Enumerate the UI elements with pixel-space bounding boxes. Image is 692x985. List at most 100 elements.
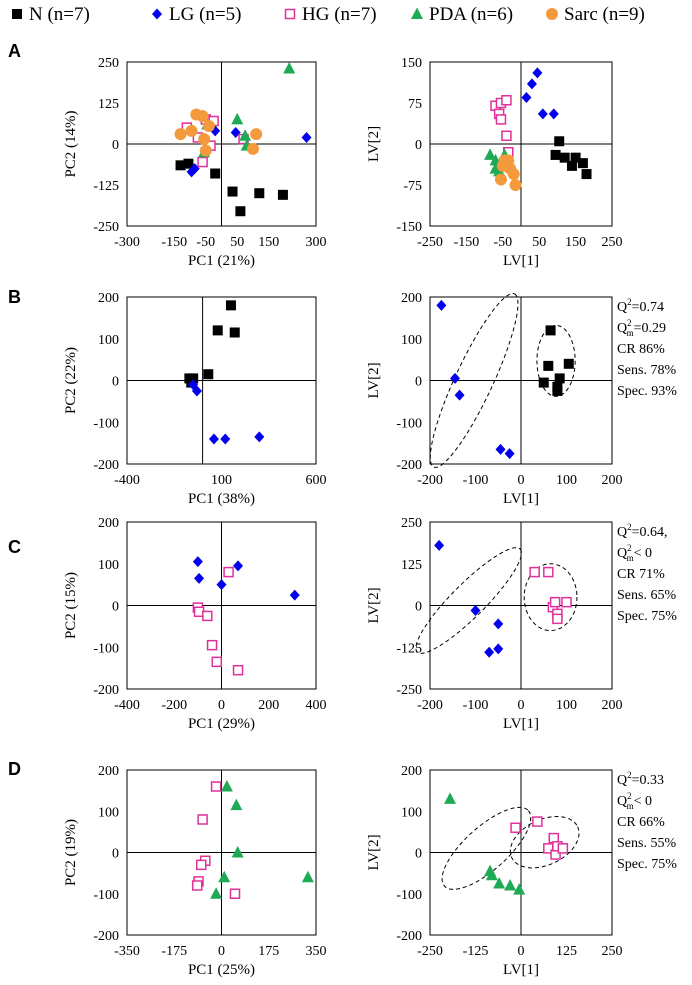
point-n [175,160,186,171]
point-lg [220,433,231,445]
y-tick-label: 200 [98,516,119,531]
y-axis-title: LV[2] [366,362,382,398]
stat-line: Q2=0.33 [617,770,664,788]
point-n [577,158,588,169]
x-tick-label: 350 [306,944,327,959]
confidence-ellipse [523,563,578,632]
y-tick-label: -125 [93,179,119,194]
point-hg [510,822,521,833]
y-tick-label: 0 [415,600,422,615]
stat-line: Q2=0.74 [617,297,664,315]
point-pda [504,879,517,891]
y-tick-label: 100 [401,333,422,348]
point-sarc [196,110,209,123]
panel-letter-c: C [8,537,21,557]
point-lg [189,163,200,175]
y-axis-title: PC2 (22%) [63,347,79,414]
point-pda [485,868,498,881]
stat-line: Spec. 75% [617,857,677,872]
point-lg [548,108,559,120]
point-sarc [250,128,263,141]
stat-line: Sens. 78% [617,363,676,378]
point-pda [301,870,314,883]
y-tick-label: 100 [98,558,119,573]
point-lg [194,572,205,584]
y-axis-title: LV[2] [366,834,382,870]
point-n [229,327,240,338]
point-sarc [494,173,507,186]
legend-label-n: N (n=7) [29,4,90,25]
stat-line: CR 71% [617,567,665,582]
point-n [552,385,563,396]
point-n [554,373,565,384]
y-tick-label: 200 [98,291,119,306]
x-tick-label: 100 [211,473,232,488]
x-tick-label: 0 [518,698,525,713]
point-lg [537,108,548,120]
x-tick-label: -175 [161,944,187,959]
y-tick-label: 200 [98,764,119,779]
point-n [538,377,549,388]
x-tick-label: -200 [417,698,443,713]
legend-marker-lg [152,8,162,20]
y-tick-label: 125 [98,97,119,112]
x-tick-label: 0 [218,698,225,713]
stat-line: Spec. 75% [617,609,677,624]
panel-letter-d: D [8,759,21,779]
x-tick-label: -200 [417,473,443,488]
point-sarc [185,124,198,137]
x-tick-label: -250 [417,944,443,959]
y-tick-label: 0 [112,375,119,390]
point-sarc [174,128,187,141]
stat-line: Q2 m< 0 [617,543,652,563]
stat-line: Q2 m< 0 [617,791,652,811]
x-tick-label: -200 [161,698,187,713]
y-tick-label: 250 [98,56,119,71]
x-tick-label: 100 [556,473,577,488]
point-hg [196,859,207,871]
y-tick-label: 200 [401,291,422,306]
point-sarc [198,133,211,146]
x-tick-label: 250 [602,235,623,250]
x-axis-title: LV[1] [503,962,539,978]
x-tick-label: 100 [556,698,577,713]
x-tick-label: 200 [602,473,623,488]
y-axis-title: PC2 (19%) [63,819,79,886]
stat-line: Sens. 65% [617,588,676,603]
y-tick-label: -75 [403,179,422,194]
point-hg [549,596,561,608]
point-n [188,373,199,384]
point-n [183,158,194,169]
x-tick-label: 300 [306,235,327,250]
x-tick-label: -125 [463,944,489,959]
x-tick-label: -350 [114,944,140,959]
x-tick-label: 0 [518,473,525,488]
stat-line: Q2=0.64, [617,522,668,540]
y-tick-label: -150 [396,220,422,235]
point-hg [561,596,572,608]
point-hg [197,156,208,168]
x-tick-label: 0 [518,944,525,959]
stat-line: Spec. 93% [617,384,677,399]
y-tick-label: 0 [415,375,422,390]
x-tick-label: 150 [565,235,586,250]
point-n [210,168,221,179]
plot-b-pls [429,293,613,468]
y-tick-label: -250 [396,683,422,698]
point-lg [233,560,244,572]
legend-marker-pda [411,7,423,19]
x-tick-label: 0 [218,944,225,959]
y-tick-label: 75 [408,97,422,112]
point-n [235,206,246,217]
point-lg [289,589,300,601]
y-tick-label: -200 [93,458,119,473]
x-tick-label: -300 [114,235,140,250]
x-axis-title: LV[1] [503,253,539,269]
point-lg [301,131,312,143]
legend-marker-hg [284,8,296,20]
confidence-ellipse [429,293,519,468]
point-lg [504,448,515,460]
point-sarc [247,142,259,155]
plot-d-pls [429,769,613,936]
